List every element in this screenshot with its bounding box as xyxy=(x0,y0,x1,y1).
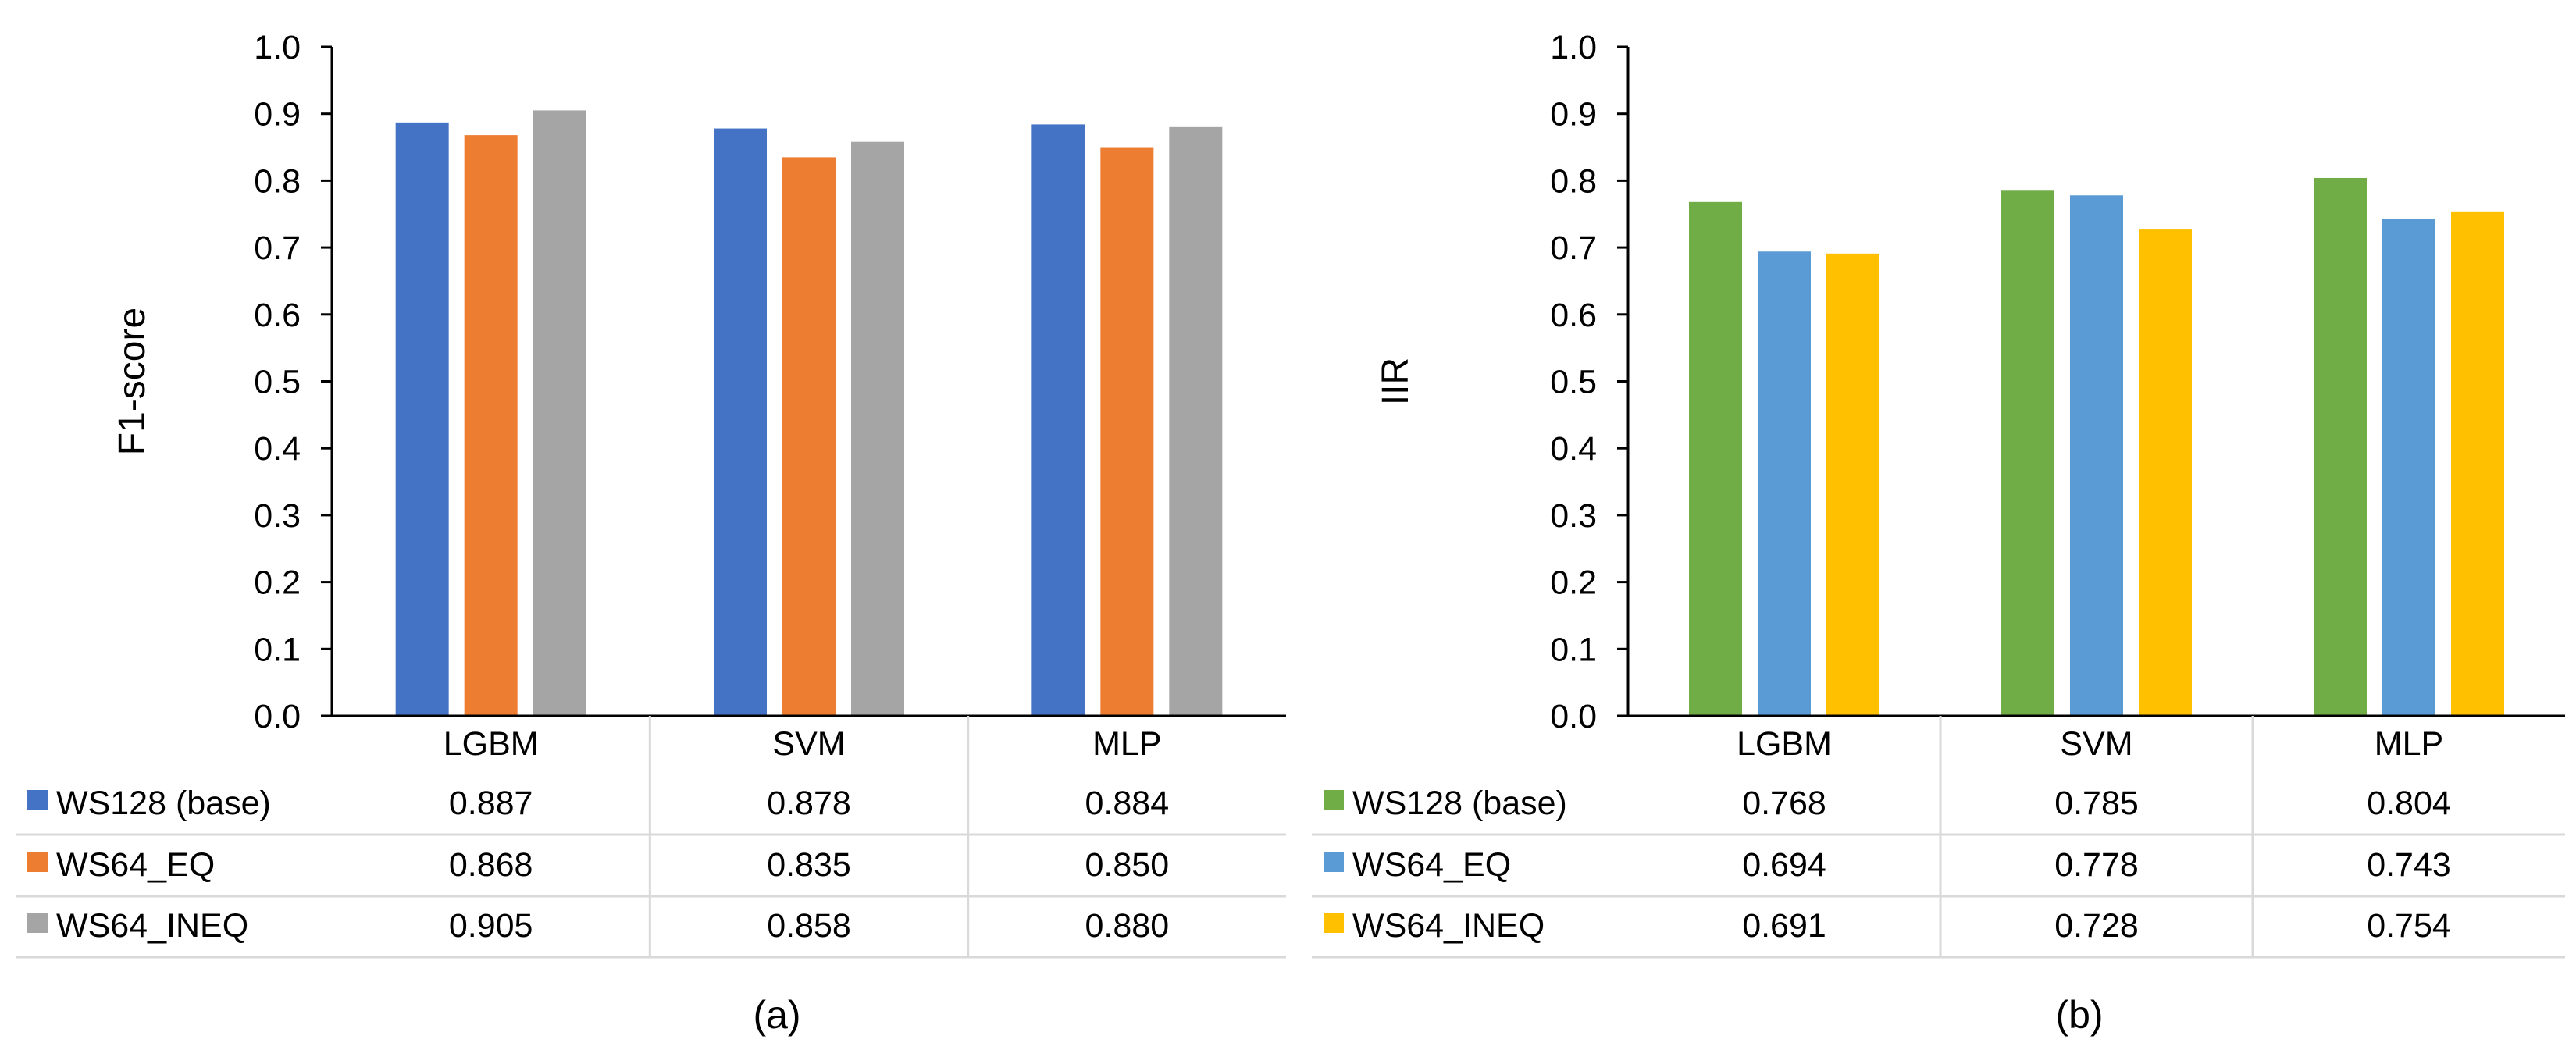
y-tick-label: 0.4 xyxy=(254,430,301,468)
legend-key-ws64-eq xyxy=(27,852,48,872)
bar-ws64-ineq-svm xyxy=(2139,229,2192,716)
y-tick-label: 0.2 xyxy=(254,564,301,602)
y-tick-label: 0.0 xyxy=(1550,698,1597,735)
data-table-value: 0.905 xyxy=(449,907,533,945)
x-category-label: MLP xyxy=(2375,725,2443,763)
y-tick-label: 0.2 xyxy=(1550,564,1597,602)
data-table-value: 0.835 xyxy=(767,846,851,884)
y-tick-label: 0.3 xyxy=(254,497,301,535)
y-tick-label: 1.0 xyxy=(1550,29,1597,66)
x-category-label: LGBM xyxy=(1737,725,1832,763)
y-tick-label: 0.5 xyxy=(1550,364,1597,401)
legend-key-ws64-ineq xyxy=(27,913,48,933)
chart-panel-a: 0.0 0.1 0.2 0.3 0.4 0.5 0.6 0.7 0.8 0.9 1.0 F1-scor… xyxy=(16,29,1286,1037)
data-table-value: 0.884 xyxy=(1085,785,1170,822)
x-category-label: LGBM xyxy=(444,725,539,763)
legend-key-ws128-base- xyxy=(1324,790,1344,810)
bar-ws128-base--mlp xyxy=(2314,177,2367,717)
x-category-label: MLP xyxy=(1092,725,1161,763)
y-tick-label: 0.7 xyxy=(1550,230,1597,267)
bar-ws64-eq-lgbm xyxy=(1758,251,1811,716)
y-tick-label: 0.7 xyxy=(254,230,301,267)
x-category-label: SVM xyxy=(772,725,845,763)
y-tick-label: 0.8 xyxy=(254,162,301,200)
bar-ws64-eq-mlp xyxy=(1100,147,1154,717)
bar-ws128-base--lgbm xyxy=(395,122,449,716)
panel-label: (a) xyxy=(753,993,800,1037)
y-axis-label: F1-score xyxy=(112,308,153,455)
y-tick-label: 0.9 xyxy=(1550,96,1597,133)
bar-ws64-eq-svm xyxy=(782,157,836,716)
legend-key-ws64-ineq xyxy=(1324,913,1344,933)
legend-entry: WS64_INEQ xyxy=(56,907,248,945)
panel-label: (b) xyxy=(2055,993,2103,1037)
data-table-value: 0.754 xyxy=(2367,907,2451,945)
y-tick-label: 0.8 xyxy=(1550,162,1597,200)
data-table-value: 0.880 xyxy=(1085,907,1170,945)
data-table-value: 0.785 xyxy=(2054,785,2139,822)
bar-ws64-ineq-mlp xyxy=(2451,211,2504,716)
bar-ws128-base--svm xyxy=(714,128,767,716)
bar-ws64-eq-lgbm xyxy=(464,135,518,716)
data-table-value: 0.728 xyxy=(2054,907,2139,945)
data-table-value: 0.858 xyxy=(767,907,851,945)
chart-panel-b: 0.0 0.1 0.2 0.3 0.4 0.5 0.6 0.7 0.8 0.9 1.0 IIR LGBM… xyxy=(1312,29,2565,1037)
bar-ws64-ineq-lgbm xyxy=(533,110,586,717)
data-table-value: 0.743 xyxy=(2367,846,2451,884)
y-tick-label: 1.0 xyxy=(254,29,301,66)
bar-ws128-base--lgbm xyxy=(1689,201,1742,717)
legend-entry: WS64_EQ xyxy=(1352,846,1511,884)
bar-ws64-ineq-mlp xyxy=(1169,126,1223,717)
y-tick-label: 0.0 xyxy=(254,698,301,735)
data-table-value: 0.850 xyxy=(1085,846,1170,884)
y-tick-label: 0.6 xyxy=(254,297,301,334)
x-category-label: SVM xyxy=(2060,725,2132,763)
y-axis-label: IIR xyxy=(1375,358,1416,405)
data-table-value: 0.778 xyxy=(2054,846,2139,884)
legend-entry: WS64_EQ xyxy=(56,846,215,884)
legend-entry: WS128 (base) xyxy=(1352,785,1567,822)
bar-ws64-eq-svm xyxy=(2070,195,2123,716)
bar-ws128-base--mlp xyxy=(1031,124,1085,717)
y-tick-label: 0.3 xyxy=(1550,497,1597,535)
y-tick-label: 0.6 xyxy=(1550,297,1597,334)
data-table-value: 0.694 xyxy=(1742,846,1826,884)
y-tick-label: 0.5 xyxy=(254,364,301,401)
data-table-value: 0.691 xyxy=(1742,907,1826,945)
legend-entry: WS128 (base) xyxy=(56,785,271,822)
bar-ws64-eq-mlp xyxy=(2382,219,2435,716)
y-tick-label: 0.1 xyxy=(254,631,301,668)
legend-key-ws64-eq xyxy=(1324,852,1344,872)
y-tick-label: 0.1 xyxy=(1550,631,1597,668)
data-table-value: 0.804 xyxy=(2367,785,2451,822)
bar-ws128-base--svm xyxy=(2001,190,2054,716)
y-tick-label: 0.9 xyxy=(254,96,301,133)
legend-entry: WS64_INEQ xyxy=(1352,907,1545,945)
bar-ws64-ineq-svm xyxy=(851,141,904,717)
y-tick-label: 0.4 xyxy=(1550,430,1597,468)
bar-ws64-ineq-lgbm xyxy=(1826,253,1879,716)
legend-key-ws128-base- xyxy=(27,790,48,810)
data-table-value: 0.868 xyxy=(449,846,533,884)
data-table-value: 0.887 xyxy=(449,785,533,822)
data-table-value: 0.768 xyxy=(1742,785,1826,822)
data-table-value: 0.878 xyxy=(767,785,851,822)
